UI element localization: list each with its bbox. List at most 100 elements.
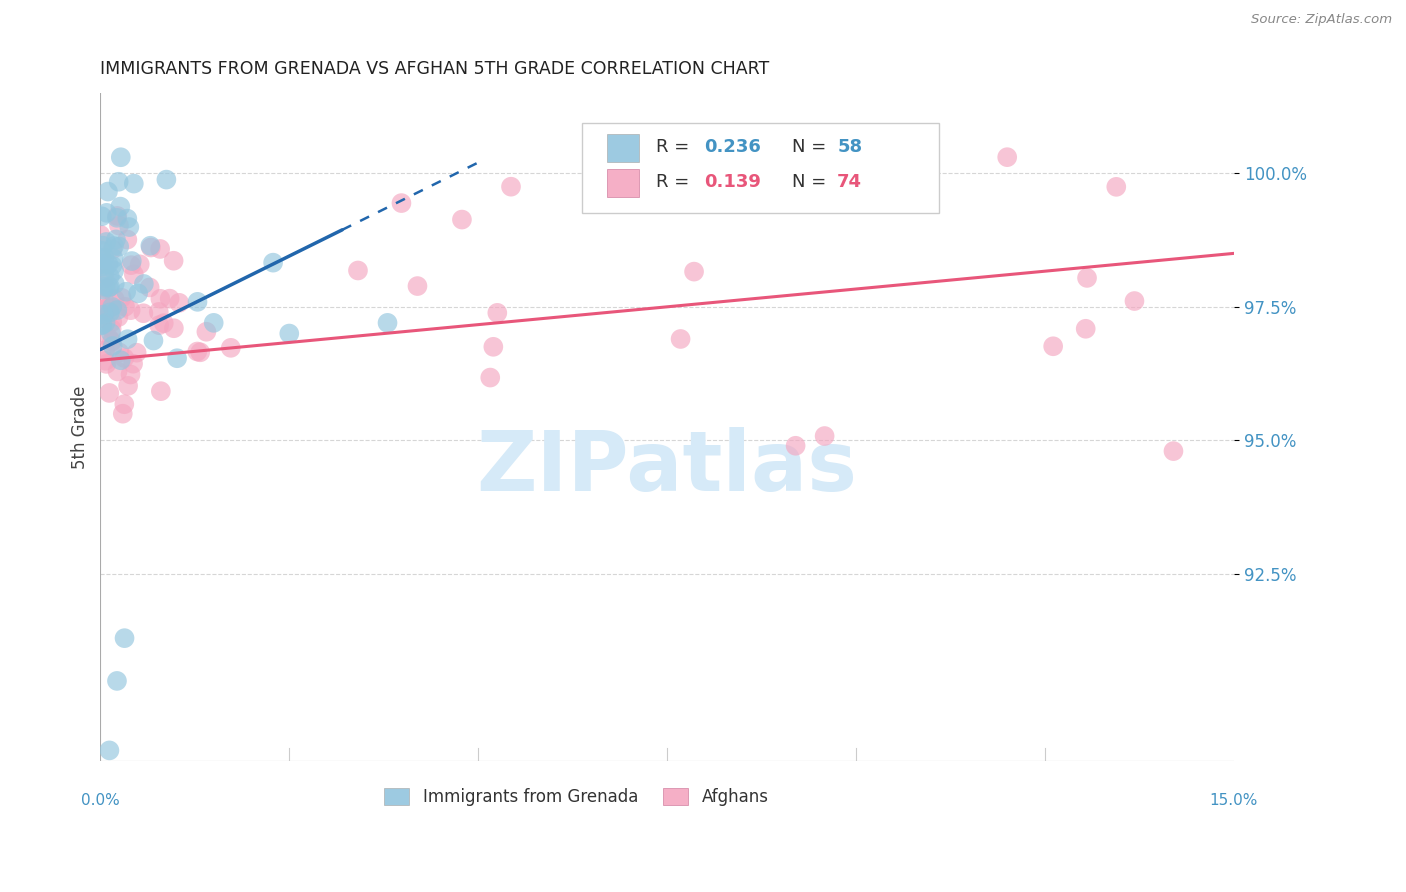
Text: 74: 74: [837, 173, 862, 191]
Point: [97, 257, 120, 271]
Point: [101, 243, 124, 257]
Point: [166, 351, 188, 366]
Point: [149, 384, 172, 399]
Point: [90, 318, 112, 333]
Text: 58: 58: [837, 138, 862, 156]
Point: [96, 206, 118, 220]
Point: [377, 316, 399, 330]
Point: [97, 185, 120, 199]
Point: [138, 280, 160, 294]
Point: [1076, 271, 1098, 285]
Point: [93, 308, 115, 322]
Point: [499, 179, 522, 194]
Point: [1105, 179, 1128, 194]
Point: [132, 277, 155, 291]
Point: [91, 318, 114, 332]
FancyBboxPatch shape: [607, 169, 638, 196]
Point: [117, 233, 139, 247]
Point: [149, 242, 172, 256]
Point: [98, 743, 121, 757]
Point: [103, 264, 125, 278]
Point: [104, 293, 127, 307]
Point: [110, 200, 132, 214]
Point: [101, 315, 124, 329]
Point: [128, 257, 150, 271]
Point: [105, 211, 128, 225]
Point: [347, 263, 370, 277]
Text: 0.0%: 0.0%: [82, 793, 120, 808]
FancyBboxPatch shape: [607, 134, 638, 161]
Point: [103, 252, 125, 266]
Point: [108, 345, 131, 359]
Point: [683, 265, 706, 279]
Text: ZIPatlas: ZIPatlas: [477, 426, 858, 508]
Point: [107, 310, 129, 324]
Point: [101, 259, 124, 273]
Legend: Immigrants from Grenada, Afghans: Immigrants from Grenada, Afghans: [378, 781, 775, 813]
Point: [186, 344, 208, 359]
Point: [90, 209, 112, 223]
Point: [117, 211, 139, 226]
Point: [101, 339, 124, 353]
Point: [149, 292, 172, 306]
Point: [669, 332, 692, 346]
Point: [93, 271, 115, 285]
Text: N =: N =: [792, 138, 832, 156]
Point: [114, 300, 136, 314]
Point: [120, 303, 142, 318]
Point: [114, 631, 136, 645]
Point: [107, 364, 129, 378]
Text: N =: N =: [792, 173, 832, 191]
Point: [122, 267, 145, 281]
Point: [1042, 339, 1064, 353]
Point: [96, 235, 118, 249]
Point: [97, 331, 120, 345]
Point: [96, 357, 118, 371]
Point: [98, 301, 121, 315]
Point: [105, 673, 128, 688]
Point: [139, 238, 162, 252]
Point: [110, 150, 132, 164]
Point: [482, 340, 505, 354]
Point: [785, 439, 807, 453]
Point: [93, 265, 115, 279]
Point: [105, 209, 128, 223]
Point: [162, 253, 184, 268]
Point: [167, 295, 190, 310]
Point: [155, 172, 177, 186]
Point: [391, 196, 413, 211]
Point: [90, 252, 112, 266]
Text: IMMIGRANTS FROM GRENADA VS AFGHAN 5TH GRADE CORRELATION CHART: IMMIGRANTS FROM GRENADA VS AFGHAN 5TH GR…: [100, 60, 769, 78]
Text: R =: R =: [655, 138, 695, 156]
Point: [108, 219, 131, 233]
Point: [406, 279, 429, 293]
Point: [159, 292, 181, 306]
Point: [100, 326, 122, 340]
Point: [120, 368, 142, 382]
Point: [262, 255, 284, 269]
Point: [110, 291, 132, 305]
Point: [90, 257, 112, 271]
Point: [97, 281, 120, 295]
Point: [104, 232, 127, 246]
Text: 0.236: 0.236: [704, 138, 762, 156]
Point: [132, 306, 155, 320]
Point: [94, 353, 117, 368]
Point: [278, 326, 301, 341]
Y-axis label: 5th Grade: 5th Grade: [72, 385, 89, 469]
Point: [152, 316, 174, 330]
Point: [117, 379, 139, 393]
Point: [101, 300, 124, 314]
Point: [202, 316, 225, 330]
Point: [118, 220, 141, 235]
Point: [120, 258, 142, 272]
Point: [121, 254, 143, 268]
Point: [101, 334, 124, 349]
Point: [148, 305, 170, 319]
Point: [100, 322, 122, 336]
Point: [148, 318, 170, 333]
Point: [1163, 444, 1185, 458]
Point: [96, 301, 118, 315]
Point: [91, 302, 114, 317]
Text: 15.0%: 15.0%: [1209, 793, 1258, 808]
